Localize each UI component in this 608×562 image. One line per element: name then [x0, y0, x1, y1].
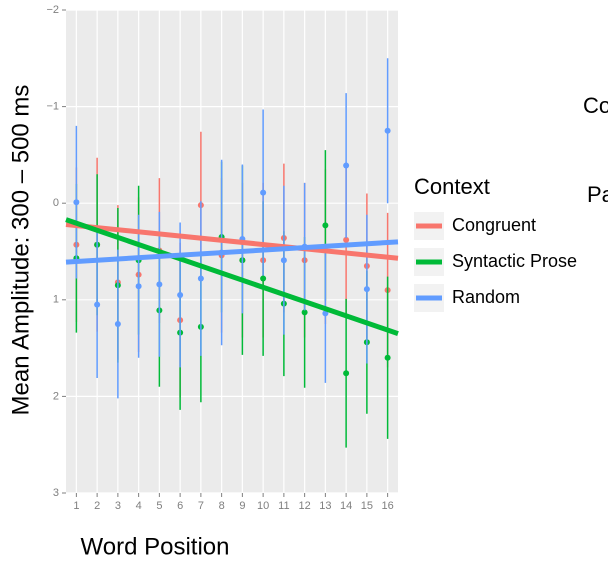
- x-tick-label: 12: [299, 500, 311, 512]
- trend-line: [65, 221, 399, 261]
- y-tick-label: 2: [53, 390, 59, 402]
- x-tick-label: 1: [73, 500, 79, 512]
- x-tick-label: 10: [257, 500, 269, 512]
- legend-title: Context: [414, 174, 490, 199]
- x-tick-label: 11: [278, 500, 289, 512]
- x-tick-label: 9: [239, 500, 245, 512]
- x-tick-label: 6: [177, 500, 183, 512]
- clipped-text: Co: [583, 93, 608, 118]
- point: [260, 275, 267, 282]
- clipped-text: Pa: [587, 182, 608, 207]
- point: [384, 354, 391, 361]
- y-tick-label: 0: [53, 197, 59, 209]
- point: [197, 275, 204, 282]
- point: [114, 320, 121, 327]
- legend-label: Random: [452, 287, 520, 307]
- point: [322, 222, 329, 229]
- point: [280, 257, 287, 264]
- point: [94, 301, 101, 308]
- legend-label: Syntactic Prose: [452, 251, 577, 271]
- x-tick-label: 14: [340, 500, 352, 512]
- point: [260, 189, 267, 196]
- x-tick-label: 2: [94, 500, 100, 512]
- x-tick-label: 13: [319, 500, 331, 512]
- y-tick-label: 3: [53, 487, 59, 499]
- y-axis-title: Mean Amplitude: 300 – 500 ms: [7, 85, 34, 416]
- x-tick-label: 3: [115, 500, 121, 512]
- y-tick-label: −2: [46, 4, 59, 16]
- y-tick-label: −1: [46, 101, 59, 113]
- point: [343, 236, 350, 243]
- point: [177, 291, 184, 298]
- trend-line: [65, 239, 399, 265]
- point: [301, 309, 308, 316]
- trend-line: [65, 217, 399, 336]
- point: [384, 127, 391, 134]
- x-tick-label: 8: [219, 500, 225, 512]
- y-tick-label: 1: [53, 294, 59, 306]
- point: [363, 286, 370, 293]
- point: [343, 370, 350, 377]
- x-tick-label: 7: [198, 500, 204, 512]
- x-axis-title: Word Position: [81, 533, 230, 560]
- legend-label: Congruent: [452, 215, 536, 235]
- x-tick-label: 16: [382, 500, 394, 512]
- x-tick-label: 15: [361, 500, 373, 512]
- point: [73, 199, 80, 206]
- point: [343, 162, 350, 169]
- point: [156, 281, 163, 288]
- x-tick-label: 5: [156, 500, 162, 512]
- x-tick-label: 4: [136, 500, 142, 512]
- point: [135, 283, 142, 290]
